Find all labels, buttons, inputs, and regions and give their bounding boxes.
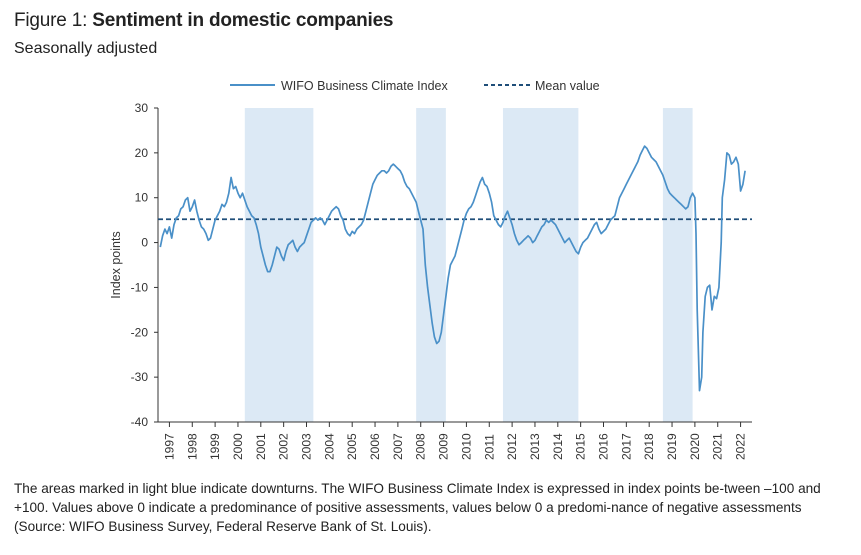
figure-caption: The areas marked in light blue indicate … <box>14 481 821 534</box>
downturn-shading <box>244 108 693 422</box>
x-tick-label: 2014 <box>551 433 565 460</box>
downturn-band <box>416 108 446 422</box>
x-tick-label: 2009 <box>437 433 451 460</box>
x-tick-label: 2002 <box>277 433 291 460</box>
x-tick-label: 2004 <box>322 433 336 460</box>
legend-line-label: WIFO Business Climate Index <box>281 79 448 93</box>
y-axis: -40 -30 -20 -10 0 10 20 30 <box>131 101 159 429</box>
downturn-band <box>662 108 693 422</box>
legend: WIFO Business Climate Index Mean value <box>230 79 600 93</box>
x-tick-label: 2001 <box>254 433 268 460</box>
y-tick-label: -40 <box>131 415 149 429</box>
x-tick-label: 2012 <box>505 433 519 460</box>
line-chart: WIFO Business Climate Index Mean value -… <box>109 79 752 460</box>
x-tick-label: 1997 <box>162 433 176 460</box>
x-tick-label: 2010 <box>459 433 473 460</box>
downturn-band <box>244 108 314 422</box>
downturn-band <box>502 108 579 422</box>
x-tick-label: 2020 <box>688 433 702 460</box>
x-tick-label: 2017 <box>619 433 633 460</box>
y-tick-label: -30 <box>131 370 149 384</box>
chart-title: Figure 1: Sentiment in domestic companie… <box>14 10 394 32</box>
x-tick-label: 2007 <box>391 433 405 460</box>
x-tick-label: 2022 <box>734 433 748 460</box>
x-tick-label: 2018 <box>642 433 656 460</box>
chart-subtitle: Seasonally adjusted <box>14 40 158 57</box>
x-tick-label: 2019 <box>665 433 679 460</box>
figure-prefix: Figure 1: <box>14 10 93 31</box>
y-tick-label: -20 <box>131 325 149 339</box>
y-axis-label: Index points <box>109 231 123 298</box>
y-tick-label: -10 <box>131 280 149 294</box>
y-tick-label: 0 <box>141 236 148 250</box>
x-tick-label: 2003 <box>300 433 314 460</box>
y-tick-label: 10 <box>135 191 149 205</box>
x-tick-label: 1999 <box>208 433 222 460</box>
series-line <box>159 145 746 392</box>
legend-mean-label: Mean value <box>535 79 600 93</box>
x-tick-label: 2000 <box>231 433 245 460</box>
x-tick-label: 2011 <box>482 434 496 460</box>
y-tick-label: 20 <box>135 146 149 160</box>
x-axis: 1997 1998 1999 2000 2001 2002 2003 2004 2005 2006… <box>158 421 752 460</box>
y-tick-label: 30 <box>135 101 149 115</box>
x-tick-label: 1998 <box>185 433 199 460</box>
x-tick-label: 2016 <box>597 433 611 460</box>
x-tick-label: 2005 <box>345 433 359 460</box>
x-tick-label: 2006 <box>368 433 382 460</box>
x-tick-label: 2013 <box>528 433 542 460</box>
figure-title: Sentiment in domestic companies <box>92 10 394 31</box>
x-tick-label: 2008 <box>414 433 428 460</box>
x-tick-label: 2021 <box>711 433 725 460</box>
x-tick-label: 2015 <box>574 433 588 460</box>
